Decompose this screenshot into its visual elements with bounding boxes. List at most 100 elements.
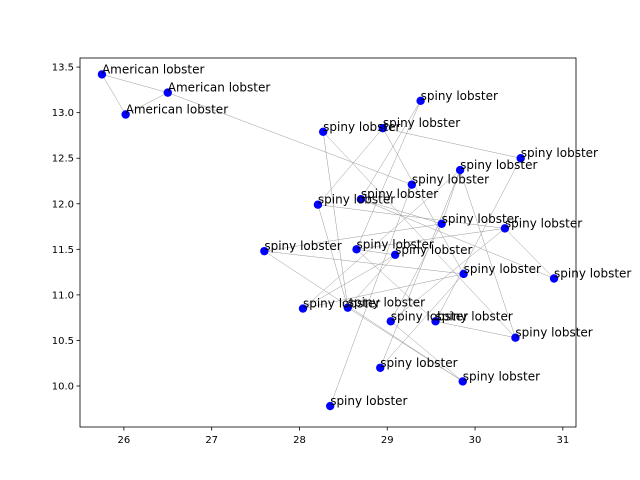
- edge-line: [264, 250, 464, 275]
- point-label: spiny lobster: [395, 243, 472, 257]
- data-point: [313, 200, 323, 209]
- edge-line: [390, 223, 442, 322]
- point-label: spiny lobster: [421, 89, 498, 103]
- data-point: [318, 127, 328, 136]
- edge-line: [322, 131, 516, 338]
- points-layer: [97, 70, 559, 411]
- edge-line: [317, 204, 348, 308]
- edge-line: [356, 100, 421, 250]
- data-point: [500, 224, 510, 233]
- edge-line: [382, 128, 464, 275]
- edge-line: [356, 249, 436, 322]
- edge-line: [264, 250, 463, 382]
- edge-line: [356, 228, 505, 250]
- data-point: [378, 123, 388, 133]
- edge-line: [329, 184, 413, 407]
- edge-line: [382, 127, 521, 159]
- edge-line: [380, 273, 464, 368]
- edge-line: [435, 321, 516, 338]
- data-point: [260, 246, 269, 256]
- data-point: [97, 70, 107, 79]
- point-label: spiny lobster: [357, 237, 434, 251]
- point-labels-layer: American lobster American lobster American…: [102, 62, 631, 408]
- x-tick-label: 30: [469, 435, 482, 446]
- point-label: spiny lobster: [323, 120, 400, 134]
- point-label: spiny lobster: [361, 187, 438, 201]
- y-tick-label: 12.0: [52, 199, 74, 210]
- data-point: [356, 195, 366, 204]
- x-tick-label: 31: [556, 435, 569, 446]
- x-tick-label: 28: [293, 435, 306, 446]
- point-label: spiny lobster: [391, 309, 468, 323]
- point-label: spiny lobster: [330, 394, 407, 408]
- data-point: [298, 304, 308, 313]
- point-label: spiny lobster: [436, 309, 513, 323]
- point-label: spiny lobster: [521, 146, 598, 160]
- data-point: [431, 317, 440, 326]
- point-label: spiny lobster: [463, 369, 540, 383]
- point-label: spiny lobster: [412, 173, 489, 187]
- y-tick-label: 10.5: [52, 336, 74, 347]
- edge-line: [459, 169, 516, 338]
- point-label: spiny lobster: [383, 116, 460, 130]
- edge-line: [101, 74, 168, 93]
- data-point: [376, 363, 385, 372]
- edge-line: [435, 158, 521, 322]
- point-label: spiny lobster: [303, 297, 380, 311]
- edge-line: [317, 127, 384, 205]
- point-label: spiny lobster: [264, 239, 341, 253]
- point-label: spiny lobster: [464, 262, 541, 276]
- data-point: [455, 165, 465, 175]
- edge-line: [347, 254, 396, 308]
- point-label: spiny lobster: [554, 266, 631, 280]
- edge-line: [390, 228, 506, 322]
- y-tick-label: 11.5: [52, 245, 74, 256]
- point-label: spiny lobster: [380, 356, 457, 370]
- data-point: [511, 333, 520, 342]
- point-label: spiny lobster: [460, 158, 537, 172]
- data-point: [458, 377, 467, 386]
- edge-line: [390, 321, 463, 382]
- data-point: [325, 401, 335, 411]
- edge-line: [264, 223, 442, 252]
- edge-line: [317, 204, 505, 229]
- point-label: spiny lobster: [505, 216, 582, 230]
- data-point: [386, 317, 395, 326]
- x-tick-label: 29: [381, 435, 394, 446]
- x-tick-label: 26: [118, 435, 131, 446]
- edge-line: [360, 198, 442, 225]
- edge-line: [125, 92, 168, 115]
- edge-line: [356, 249, 396, 256]
- edge-line: [302, 169, 461, 309]
- edge-line: [360, 198, 555, 279]
- edge-line: [322, 131, 348, 308]
- edge-line: [347, 307, 463, 382]
- x-tick-label: 27: [205, 435, 218, 446]
- edge-line: [504, 228, 555, 279]
- edge-line: [302, 273, 464, 309]
- data-point: [163, 88, 172, 97]
- y-tick-label: 13.5: [52, 63, 74, 74]
- y-axis: 10.0 10.5 11.0 11.5 12.0 12.5 13.0 13.5: [52, 63, 80, 393]
- y-tick-label: 11.0: [52, 290, 74, 301]
- data-point: [352, 245, 361, 254]
- edge-line: [302, 254, 396, 309]
- data-point: [343, 303, 352, 312]
- y-tick-label: 10.0: [52, 382, 74, 393]
- data-point: [549, 274, 559, 283]
- point-label: American lobster: [126, 102, 229, 116]
- point-label: American lobster: [102, 62, 205, 76]
- x-axis: 26 27 28 29 30 31: [118, 427, 569, 446]
- y-tick-label: 12.5: [52, 154, 74, 165]
- point-label: spiny lobster: [318, 193, 395, 207]
- plot-area: American lobster American lobster American…: [97, 62, 631, 411]
- point-label: spiny lobster: [348, 296, 425, 310]
- edges-layer: [101, 74, 555, 407]
- point-label: spiny lobster: [515, 326, 592, 340]
- edge-line: [101, 74, 126, 115]
- edge-line: [167, 92, 412, 185]
- data-point: [390, 250, 400, 259]
- y-tick-label: 13.0: [52, 108, 74, 119]
